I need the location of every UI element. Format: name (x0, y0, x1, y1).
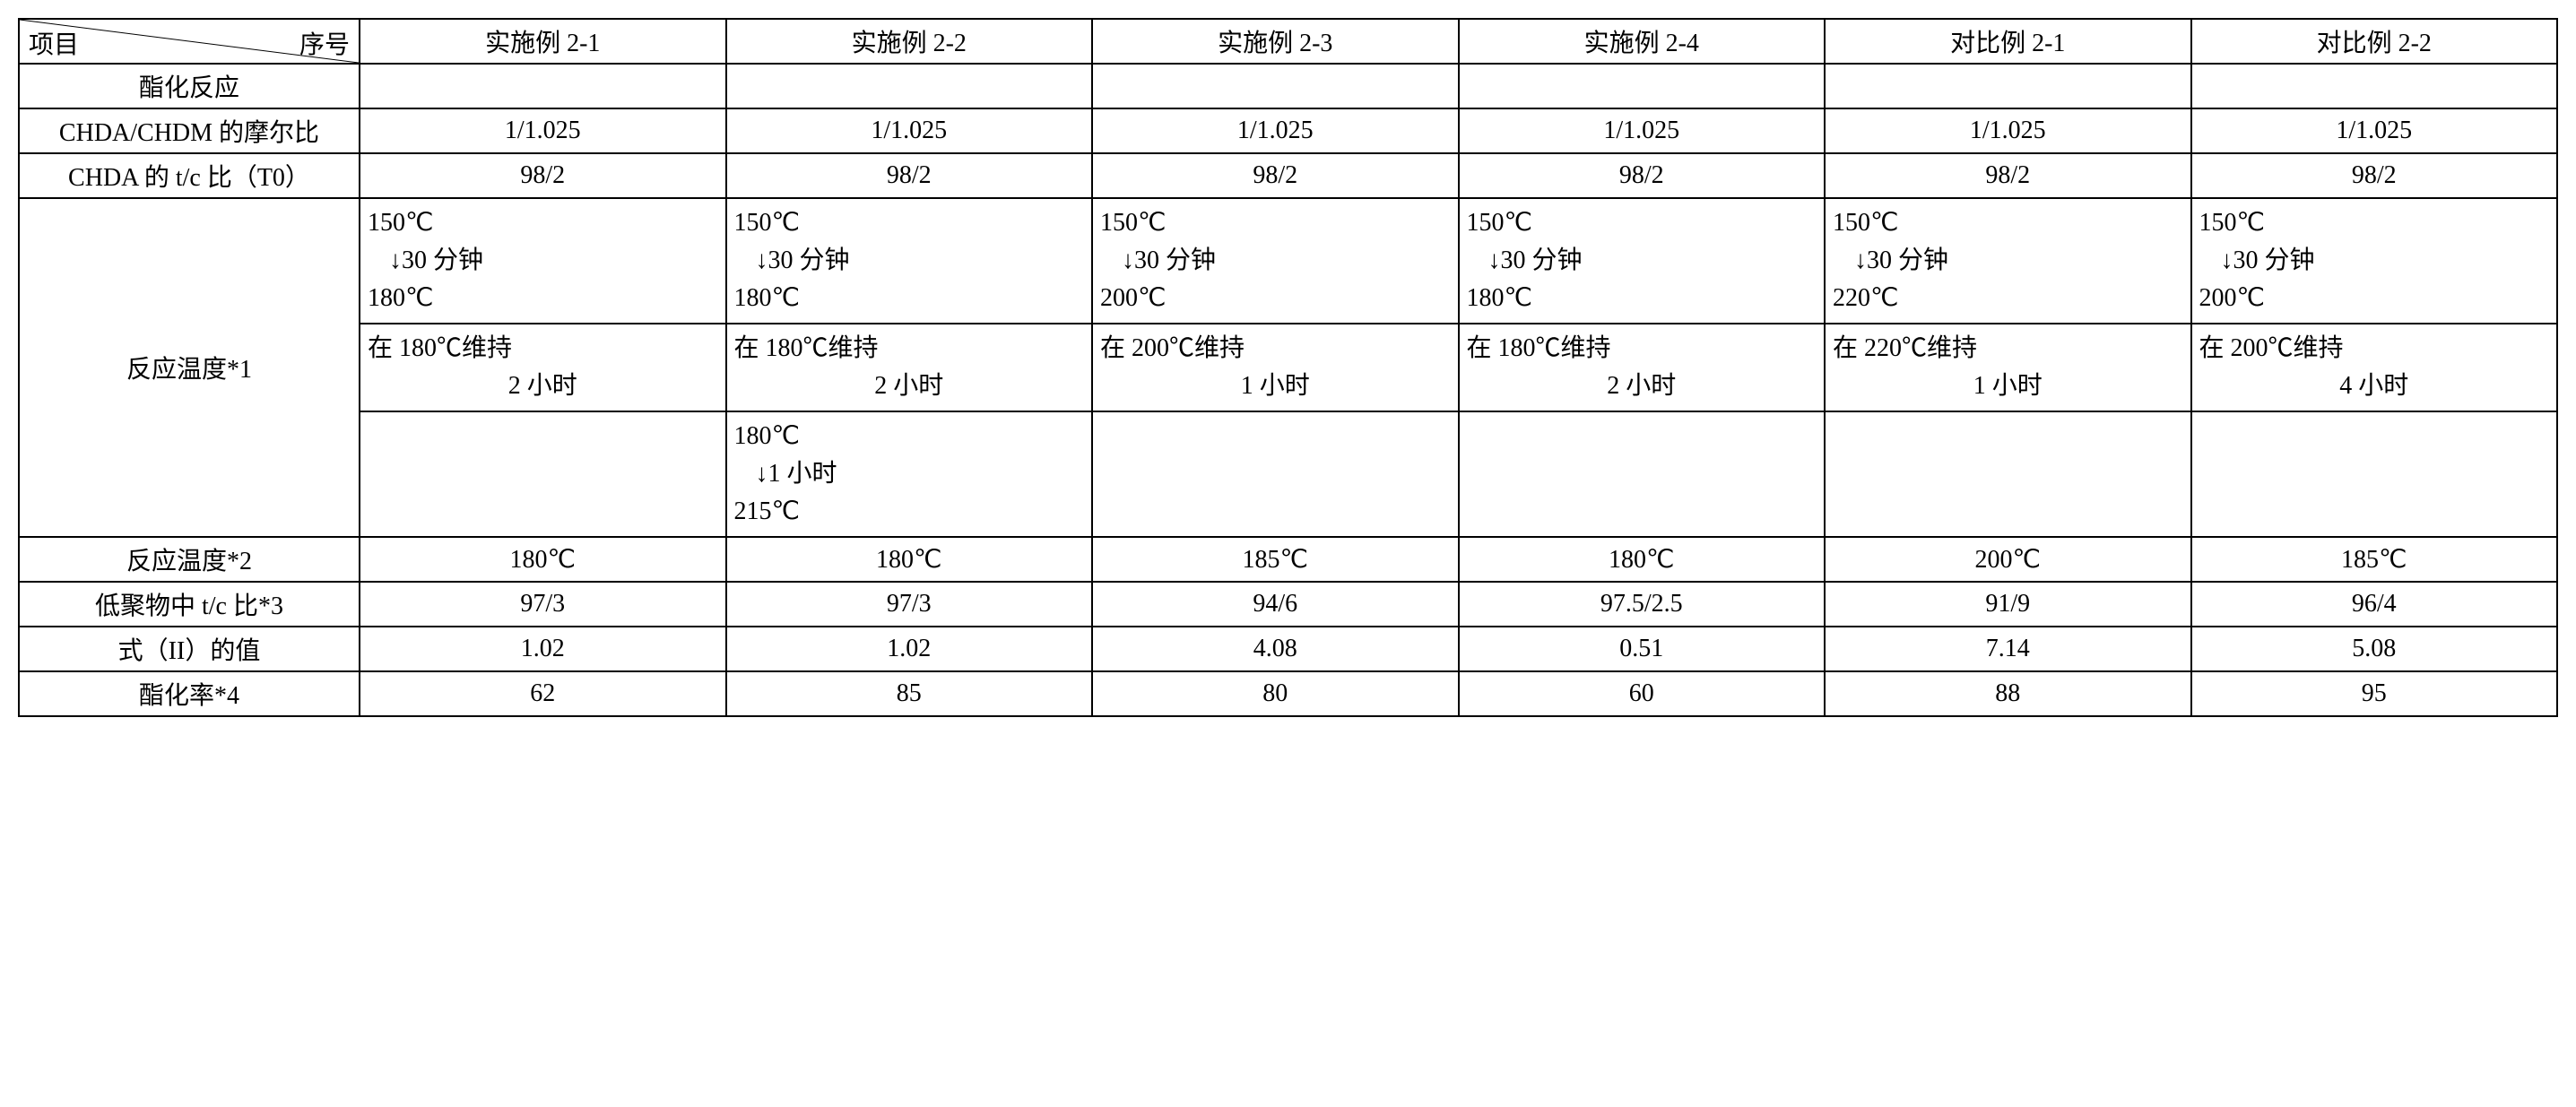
table-row: 酯化率*4 62 85 80 60 88 95 (19, 671, 2557, 716)
corner-header: 项目 序号 (19, 19, 360, 64)
cell: 1.02 (726, 627, 1093, 671)
col-header: 实施例 2-4 (1459, 19, 1826, 64)
cell: 1/1.025 (2191, 108, 2558, 153)
cell: 98/2 (2191, 153, 2558, 198)
cell: 180℃ (360, 537, 726, 582)
cell: 185℃ (2191, 537, 2558, 582)
temp-phase2-cell: 在 180℃维持 2 小时 (726, 324, 1093, 411)
cell: 95 (2191, 671, 2558, 716)
col-header: 实施例 2-1 (360, 19, 726, 64)
temp-phase3-cell (360, 411, 726, 537)
temp-phase1-cell: 150℃ ↓30 分钟 180℃ (360, 198, 726, 324)
cell: 98/2 (1459, 153, 1826, 198)
cell: 60 (1459, 671, 1826, 716)
temp-phase3-cell: 180℃ ↓1 小时 215℃ (726, 411, 1093, 537)
cell: 96/4 (2191, 582, 2558, 627)
cell: 97/3 (360, 582, 726, 627)
row-label: 式（II）的值 (19, 627, 360, 671)
col-header: 实施例 2-3 (1092, 19, 1459, 64)
section-row: 酯化反应 (19, 64, 2557, 108)
cell: 4.08 (1092, 627, 1459, 671)
col-header: 对比例 2-2 (2191, 19, 2558, 64)
cell: 1.02 (360, 627, 726, 671)
row-label: CHDA 的 t/c 比（T0） (19, 153, 360, 198)
cell: 85 (726, 671, 1093, 716)
temp-phase2-cell: 在 180℃维持 2 小时 (1459, 324, 1826, 411)
cell: 0.51 (1459, 627, 1826, 671)
cell: 7.14 (1825, 627, 2191, 671)
cell: 62 (360, 671, 726, 716)
temp-phase1-cell: 150℃ ↓30 分钟 180℃ (1459, 198, 1826, 324)
temp-phase1-cell: 150℃ ↓30 分钟 200℃ (2191, 198, 2558, 324)
cell: 180℃ (1459, 537, 1826, 582)
cell: 98/2 (1092, 153, 1459, 198)
cell: 97.5/2.5 (1459, 582, 1826, 627)
temp-phase2-cell: 在 200℃维持 1 小时 (1092, 324, 1459, 411)
cell: 94/6 (1092, 582, 1459, 627)
temp-phase2-row: 在 180℃维持 2 小时 在 180℃维持 2 小时 在 200℃维持 1 小… (19, 324, 2557, 411)
cell: 1/1.025 (360, 108, 726, 153)
cell: 1/1.025 (1092, 108, 1459, 153)
row-label: 酯化率*4 (19, 671, 360, 716)
cell: 180℃ (726, 537, 1093, 582)
cell: 1/1.025 (1825, 108, 2191, 153)
cell: 185℃ (1092, 537, 1459, 582)
col-header: 对比例 2-1 (1825, 19, 2191, 64)
temp-phase1-cell: 150℃ ↓30 分钟 180℃ (726, 198, 1093, 324)
header-row: 项目 序号 实施例 2-1 实施例 2-2 实施例 2-3 实施例 2-4 对比… (19, 19, 2557, 64)
cell: 80 (1092, 671, 1459, 716)
temp-phase1-cell: 150℃ ↓30 分钟 220℃ (1825, 198, 2191, 324)
table-row: 低聚物中 t/c 比*3 97/3 97/3 94/6 97.5/2.5 91/… (19, 582, 2557, 627)
temp-phase1-cell: 150℃ ↓30 分钟 200℃ (1092, 198, 1459, 324)
temp-phase3-cell (1459, 411, 1826, 537)
temp-phase2-cell: 在 220℃维持 1 小时 (1825, 324, 2191, 411)
col-header: 实施例 2-2 (726, 19, 1093, 64)
temp-phase3-row: 180℃ ↓1 小时 215℃ (19, 411, 2557, 537)
cell: 200℃ (1825, 537, 2191, 582)
cell: 98/2 (726, 153, 1093, 198)
cell: 5.08 (2191, 627, 2558, 671)
cell: 98/2 (360, 153, 726, 198)
table-row: CHDA/CHDM 的摩尔比 1/1.025 1/1.025 1/1.025 1… (19, 108, 2557, 153)
table-row: 反应温度*2 180℃ 180℃ 185℃ 180℃ 200℃ 185℃ (19, 537, 2557, 582)
section-label: 酯化反应 (19, 64, 360, 108)
cell: 91/9 (1825, 582, 2191, 627)
cell: 88 (1825, 671, 2191, 716)
temp-phase3-cell (1825, 411, 2191, 537)
cell: 1/1.025 (1459, 108, 1826, 153)
cell: 1/1.025 (726, 108, 1093, 153)
temp-phase2-cell: 在 200℃维持 4 小时 (2191, 324, 2558, 411)
table-row: CHDA 的 t/c 比（T0） 98/2 98/2 98/2 98/2 98/… (19, 153, 2557, 198)
row-label: 反应温度*2 (19, 537, 360, 582)
temp-phase1-row: 反应温度*1 150℃ ↓30 分钟 180℃ 150℃ ↓30 分钟 180℃… (19, 198, 2557, 324)
temp-phase3-cell (2191, 411, 2558, 537)
table-row: 式（II）的值 1.02 1.02 4.08 0.51 7.14 5.08 (19, 627, 2557, 671)
cell: 97/3 (726, 582, 1093, 627)
row-label: 低聚物中 t/c 比*3 (19, 582, 360, 627)
row-axis-label: 项目 (29, 25, 79, 61)
col-axis-label: 序号 (299, 25, 350, 61)
temp-phase2-cell: 在 180℃维持 2 小时 (360, 324, 726, 411)
cell: 98/2 (1825, 153, 2191, 198)
data-table: 项目 序号 实施例 2-1 实施例 2-2 实施例 2-3 实施例 2-4 对比… (18, 18, 2558, 717)
row-label: CHDA/CHDM 的摩尔比 (19, 108, 360, 153)
row-label: 反应温度*1 (19, 198, 360, 537)
temp-phase3-cell (1092, 411, 1459, 537)
